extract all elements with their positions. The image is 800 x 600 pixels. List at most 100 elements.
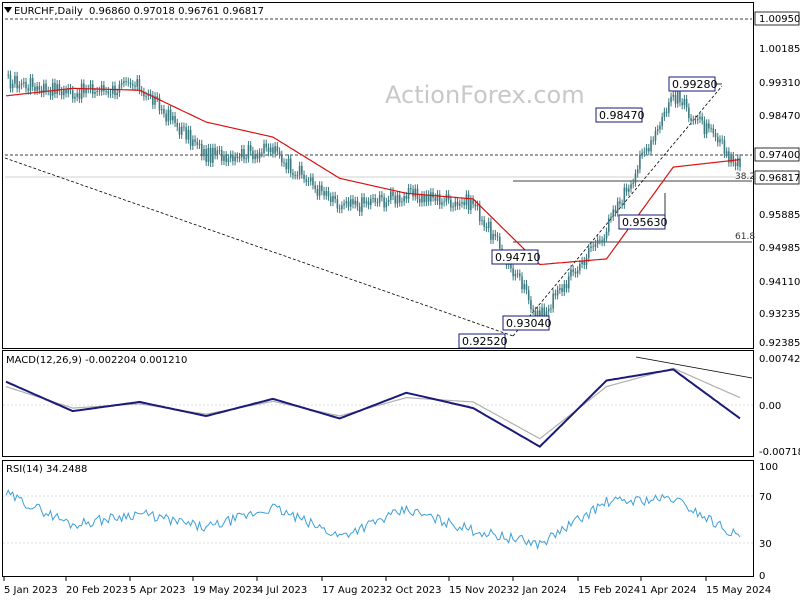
candle-body xyxy=(414,188,417,197)
candle-body xyxy=(472,199,474,205)
candle-body xyxy=(172,116,174,121)
candle-body xyxy=(227,158,230,162)
candle-body xyxy=(405,195,408,199)
candle-body xyxy=(332,195,334,202)
x-axis-label: 17 Aug 2023 xyxy=(322,585,386,596)
candle-body xyxy=(218,150,221,151)
price-tag-97400 xyxy=(754,147,800,162)
rsi-line xyxy=(5,489,741,551)
candle-body xyxy=(732,156,735,163)
candle-body xyxy=(739,158,741,168)
candle-body xyxy=(639,154,641,170)
candle-body xyxy=(281,154,283,163)
macd-axis-label: 0.007427 xyxy=(759,354,800,365)
label-92520: 0.92520 xyxy=(462,335,508,348)
candle-body xyxy=(249,145,252,151)
candle-body xyxy=(574,272,577,274)
candle-body xyxy=(163,109,165,114)
candle-body xyxy=(594,243,597,247)
candle-body xyxy=(676,91,679,104)
candle-body xyxy=(525,284,528,291)
candle-body xyxy=(7,74,10,76)
candle-body xyxy=(632,182,635,185)
price-axis-label: 0.95885 xyxy=(759,210,800,221)
label-box-94710 xyxy=(491,249,539,265)
candle-body xyxy=(679,91,681,103)
candle-body xyxy=(674,94,677,104)
candle-body xyxy=(134,85,136,87)
moving-average-line xyxy=(5,87,741,266)
candle-body xyxy=(54,82,56,94)
candle-body xyxy=(445,194,448,202)
candle-body xyxy=(321,185,323,192)
candle-body xyxy=(74,97,76,99)
candle-body xyxy=(427,194,430,202)
candle-body xyxy=(425,194,428,203)
candle-body xyxy=(118,84,121,93)
candle-body xyxy=(563,284,566,292)
candle-body xyxy=(316,189,319,196)
candle-body xyxy=(207,147,210,162)
candle-body xyxy=(552,293,554,309)
time-axis: 5 Jan 2023 20 Feb 2023 5 Apr 2023 19 May 20… xyxy=(3,577,771,596)
candle-body xyxy=(314,185,316,190)
candle-body xyxy=(336,199,339,209)
x-axis-label: 1 Apr 2024 xyxy=(641,585,696,596)
candle-body xyxy=(612,209,615,217)
candle-body xyxy=(643,151,646,153)
candle-body xyxy=(229,154,232,159)
candle-body xyxy=(269,147,272,153)
candle-body xyxy=(296,175,299,177)
candle-body xyxy=(394,196,397,204)
candle-body xyxy=(659,125,661,130)
candle-body xyxy=(234,156,236,162)
candle-body xyxy=(454,201,457,207)
candle-body xyxy=(285,162,288,170)
candle-body xyxy=(58,84,61,92)
candle-body xyxy=(583,260,586,265)
candle-body xyxy=(376,202,379,203)
chart-header: EURCHF,Daily 0.96860 0.97018 0.96761 0.9… xyxy=(4,6,264,17)
candle-body xyxy=(534,310,537,316)
candle-body xyxy=(174,116,176,123)
price-axis-label: 0.92385 xyxy=(759,338,800,349)
candle-body xyxy=(236,156,239,159)
candle-body xyxy=(34,86,36,91)
candle-body xyxy=(452,206,454,208)
candle-body xyxy=(49,91,52,96)
candle-body xyxy=(723,140,726,154)
candle-body xyxy=(334,195,336,200)
candle-body xyxy=(734,162,737,167)
macd-axis-label: 0.00 xyxy=(759,401,781,412)
price-axis-label: 0.94985 xyxy=(759,243,800,254)
candle-body xyxy=(672,94,675,97)
candle-body xyxy=(354,200,357,205)
candle-body xyxy=(476,204,479,207)
candle-body xyxy=(65,89,67,94)
candle-body xyxy=(596,239,599,244)
candle-body xyxy=(696,118,699,121)
candle-body xyxy=(423,195,425,203)
rsi-axis-label: 70 xyxy=(759,492,772,503)
candle-body xyxy=(383,197,385,208)
candle-body xyxy=(607,218,610,232)
candle-body xyxy=(114,85,116,96)
candle-body xyxy=(329,196,332,202)
x-axis-label: 4 Jul 2023 xyxy=(257,585,307,596)
candle-body xyxy=(652,140,655,142)
price-panel-frame xyxy=(2,2,754,349)
candle-body xyxy=(305,179,308,182)
candle-body xyxy=(338,208,341,210)
rsi-axis-label: 30 xyxy=(759,539,772,550)
label-98470: 0.98470 xyxy=(599,109,645,122)
candle-body xyxy=(401,201,403,203)
candle-body xyxy=(703,120,706,135)
candle-body xyxy=(63,89,65,96)
candle-body xyxy=(283,162,285,164)
candle-body xyxy=(599,239,601,241)
candle-body xyxy=(381,195,383,198)
candle-body xyxy=(716,137,719,143)
candle-body xyxy=(129,82,132,85)
candle-body xyxy=(9,74,12,89)
rsi-panel-frame xyxy=(2,460,754,577)
